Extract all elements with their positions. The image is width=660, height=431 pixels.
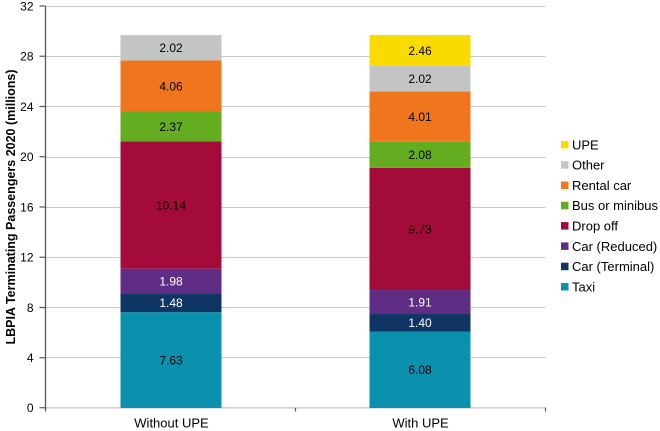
svg-text:7.63: 7.63 bbox=[159, 353, 183, 367]
svg-text:12: 12 bbox=[20, 251, 34, 265]
svg-text:2.02: 2.02 bbox=[159, 41, 183, 55]
svg-text:2.08: 2.08 bbox=[408, 148, 432, 162]
svg-text:2.37: 2.37 bbox=[159, 120, 183, 134]
svg-text:1.40: 1.40 bbox=[408, 316, 432, 330]
svg-text:Other: Other bbox=[572, 158, 605, 173]
svg-text:2.02: 2.02 bbox=[408, 72, 432, 86]
svg-text:0: 0 bbox=[27, 401, 34, 415]
svg-text:10.14: 10.14 bbox=[156, 198, 186, 212]
svg-text:1.98: 1.98 bbox=[159, 275, 183, 289]
svg-text:16: 16 bbox=[20, 200, 34, 214]
svg-text:Car (Reduced): Car (Reduced) bbox=[572, 239, 657, 254]
svg-text:Rental car: Rental car bbox=[572, 178, 632, 193]
svg-text:9.73: 9.73 bbox=[408, 222, 432, 236]
svg-text:24: 24 bbox=[20, 100, 34, 114]
svg-text:4.06: 4.06 bbox=[159, 79, 183, 93]
svg-text:20: 20 bbox=[20, 150, 34, 164]
svg-text:28: 28 bbox=[20, 50, 34, 64]
svg-text:1.48: 1.48 bbox=[159, 296, 183, 310]
svg-text:Taxi: Taxi bbox=[572, 279, 595, 294]
svg-text:LBPIA Terminating Passengers 2: LBPIA Terminating Passengers 2020 (milli… bbox=[4, 69, 18, 344]
svg-text:Without UPE: Without UPE bbox=[134, 416, 209, 431]
svg-text:6.08: 6.08 bbox=[408, 363, 432, 377]
svg-text:4.01: 4.01 bbox=[408, 110, 432, 124]
svg-text:With UPE: With UPE bbox=[392, 416, 449, 431]
svg-text:2.46: 2.46 bbox=[408, 44, 432, 58]
svg-text:1.91: 1.91 bbox=[408, 295, 432, 309]
svg-text:4: 4 bbox=[27, 351, 34, 365]
svg-text:Bus or minibus: Bus or minibus bbox=[572, 198, 658, 213]
svg-text:32: 32 bbox=[20, 0, 34, 13]
svg-text:Car (Terminal): Car (Terminal) bbox=[572, 259, 654, 274]
svg-text:8: 8 bbox=[27, 301, 34, 315]
svg-text:Drop off: Drop off bbox=[572, 219, 618, 234]
svg-text:UPE: UPE bbox=[572, 137, 599, 152]
